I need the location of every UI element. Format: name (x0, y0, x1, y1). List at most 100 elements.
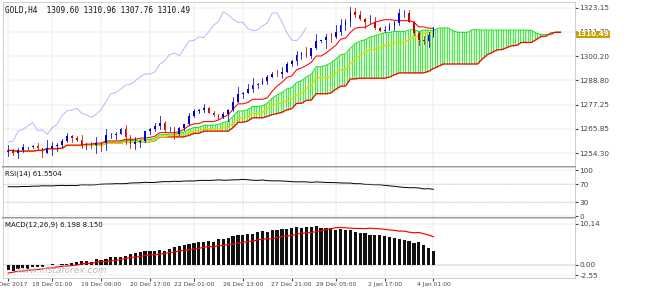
Text: www.instaforex.com: www.instaforex.com (15, 266, 106, 275)
Bar (227, 110, 229, 114)
Bar (271, 74, 273, 77)
Bar (418, 33, 420, 40)
Bar (348, 230, 352, 265)
Bar (408, 241, 410, 265)
Bar (221, 239, 225, 265)
Bar (80, 261, 83, 265)
Bar (271, 230, 274, 265)
Bar (398, 13, 400, 23)
Bar (310, 227, 313, 265)
Bar (51, 264, 54, 265)
Bar (266, 231, 269, 265)
Bar (325, 228, 328, 265)
Bar (359, 15, 361, 19)
Bar (17, 150, 19, 153)
Bar (251, 234, 254, 265)
Bar (212, 242, 215, 265)
Bar (120, 130, 122, 134)
Bar (75, 262, 78, 265)
Bar (149, 129, 151, 131)
Bar (305, 227, 308, 265)
Bar (7, 265, 10, 270)
Bar (140, 141, 141, 142)
Bar (300, 227, 303, 265)
Bar (344, 21, 346, 25)
Bar (65, 264, 68, 265)
Bar (183, 245, 186, 265)
Bar (364, 233, 366, 265)
Bar (325, 37, 327, 40)
Bar (319, 227, 323, 265)
Bar (90, 262, 93, 265)
Bar (178, 128, 180, 134)
Bar (12, 151, 14, 153)
Bar (217, 239, 220, 265)
Text: 1310.49: 1310.49 (577, 31, 609, 37)
Bar (168, 249, 171, 265)
Bar (339, 229, 342, 265)
Bar (95, 143, 97, 146)
Bar (94, 259, 98, 265)
Bar (281, 229, 283, 265)
Bar (334, 230, 337, 265)
Bar (295, 227, 298, 265)
Bar (227, 238, 230, 265)
Bar (119, 257, 122, 265)
Bar (153, 251, 156, 265)
Bar (242, 92, 243, 94)
Bar (90, 145, 92, 146)
Bar (174, 130, 176, 134)
Bar (130, 137, 131, 144)
Bar (301, 53, 303, 55)
Bar (163, 251, 166, 265)
Bar (42, 148, 43, 153)
Bar (61, 141, 63, 145)
Bar (417, 242, 420, 265)
Bar (109, 257, 112, 265)
Bar (144, 131, 146, 141)
Bar (432, 251, 435, 265)
Bar (261, 81, 263, 84)
Bar (412, 243, 416, 265)
Bar (378, 235, 381, 265)
Text: MACD(12,26,9) 6.198 8.150: MACD(12,26,9) 6.198 8.150 (5, 221, 103, 228)
Bar (17, 265, 19, 269)
Bar (178, 246, 181, 265)
Bar (26, 265, 29, 269)
Bar (311, 48, 312, 56)
Bar (422, 245, 426, 265)
Bar (154, 126, 156, 129)
Bar (350, 12, 351, 21)
Bar (305, 53, 307, 56)
Bar (320, 40, 322, 41)
Bar (207, 241, 210, 265)
Bar (158, 251, 162, 265)
Bar (188, 244, 191, 265)
Bar (37, 146, 39, 148)
Bar (388, 237, 391, 265)
Bar (379, 28, 380, 31)
Bar (354, 12, 356, 15)
Bar (261, 231, 264, 265)
Bar (193, 111, 195, 116)
Bar (236, 235, 239, 265)
Bar (291, 61, 293, 64)
Bar (423, 40, 424, 41)
Bar (70, 263, 73, 265)
Bar (100, 260, 102, 265)
Bar (104, 259, 108, 265)
Bar (231, 236, 235, 265)
Bar (358, 233, 362, 265)
Bar (247, 89, 249, 92)
Bar (408, 13, 410, 22)
Bar (428, 35, 430, 41)
Bar (32, 146, 33, 147)
Bar (393, 238, 396, 265)
Bar (36, 265, 39, 267)
Bar (51, 146, 53, 148)
Bar (184, 124, 185, 128)
Bar (207, 108, 209, 113)
Bar (427, 248, 430, 265)
Bar (281, 72, 283, 74)
Bar (47, 148, 48, 153)
